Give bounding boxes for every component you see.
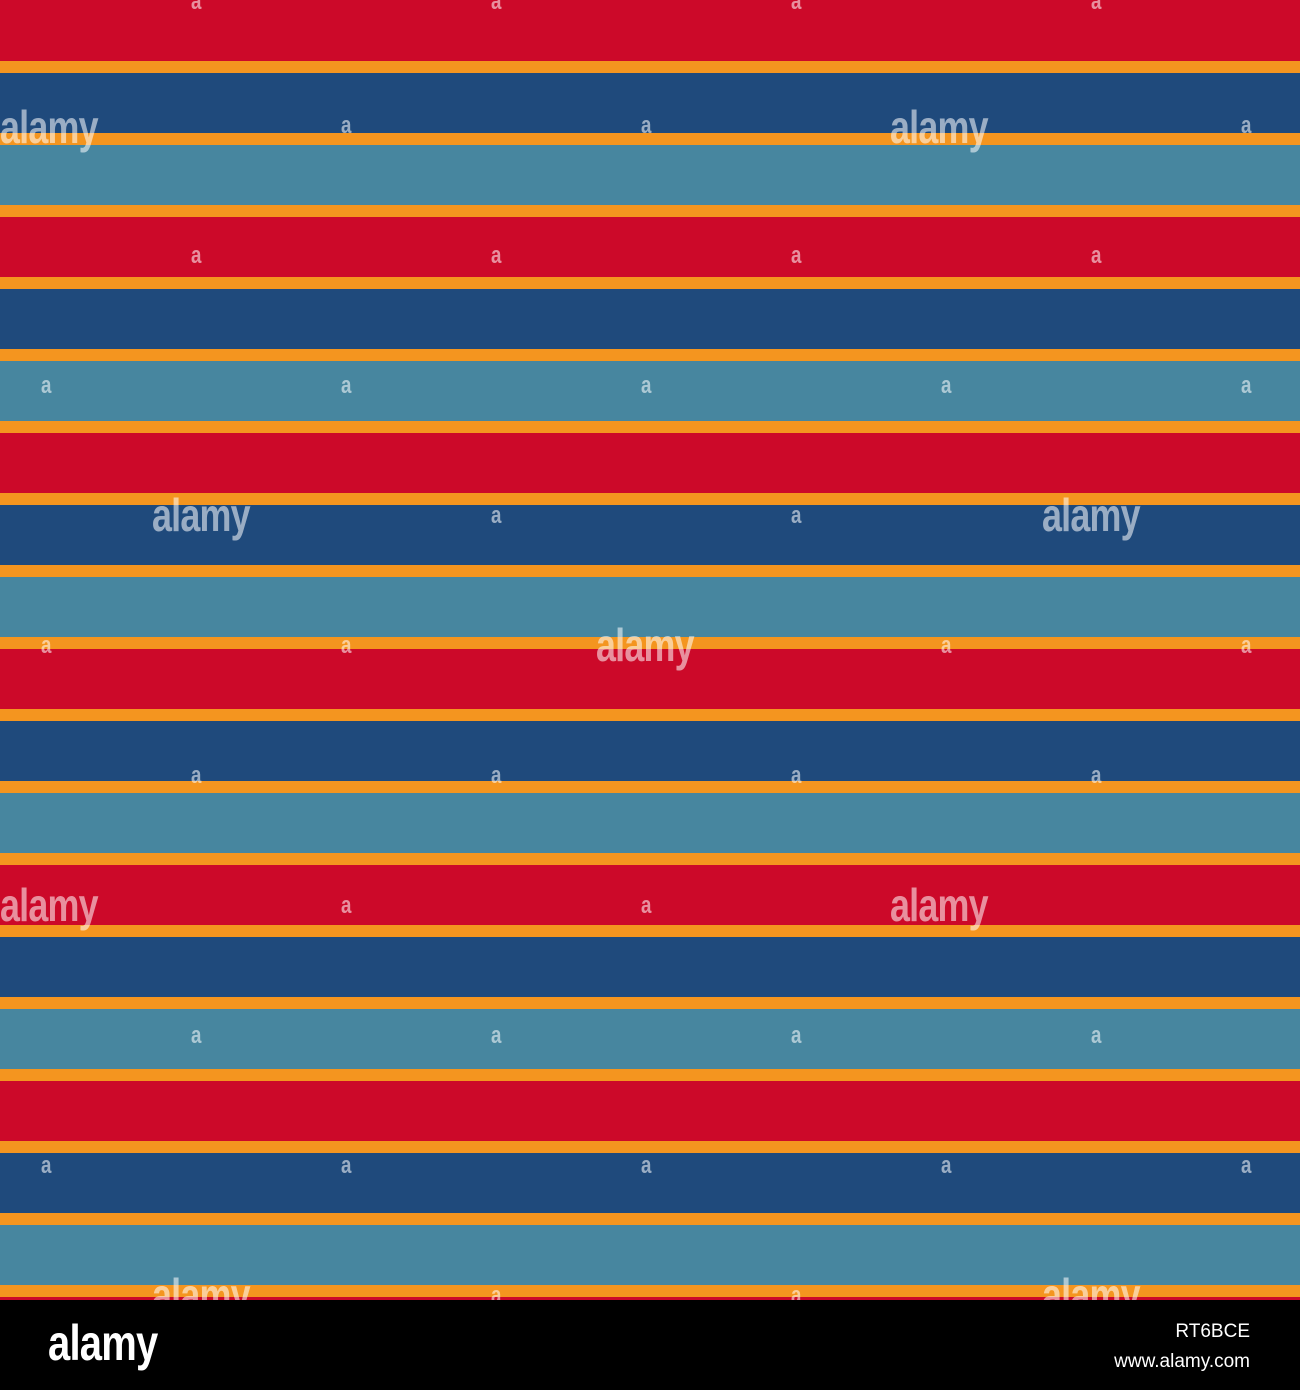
stripe-band-navy <box>0 73 1300 133</box>
stripe-band-red <box>0 865 1300 925</box>
stripe-band-navy <box>0 721 1300 781</box>
stripe-band-teal <box>0 1225 1300 1285</box>
stripe-band-teal <box>0 577 1300 637</box>
stripe-line-orange <box>0 997 1300 1009</box>
stripe-line-orange <box>0 349 1300 361</box>
stripe-line-orange <box>0 565 1300 577</box>
stripe-line-orange <box>0 421 1300 433</box>
stripe-line-orange <box>0 1141 1300 1153</box>
stripe-line-orange <box>0 277 1300 289</box>
stock-photo-footer-bar: alamy RT6BCE www.alamy.com <box>0 1300 1300 1390</box>
striped-pattern-image: alamy alamy alamy alamy alamy alamy alamy alamy… <box>0 0 1300 1300</box>
stripe-band-red <box>0 1297 1300 1300</box>
stripe-line-orange <box>0 205 1300 217</box>
stripe-line-orange <box>0 133 1300 145</box>
stripe-band-navy <box>0 937 1300 997</box>
stripe-line-orange <box>0 637 1300 649</box>
stripe-band-navy <box>0 1153 1300 1213</box>
stripe-band-teal <box>0 1009 1300 1069</box>
stripe-band-red <box>0 1081 1300 1141</box>
stripe-line-orange <box>0 1213 1300 1225</box>
stripe-band-navy <box>0 505 1300 565</box>
stripe-line-orange <box>0 493 1300 505</box>
stripe-line-orange <box>0 853 1300 865</box>
stripe-band-red <box>0 217 1300 277</box>
image-id: RT6BCE <box>1175 1321 1250 1342</box>
stripe-line-orange <box>0 1285 1300 1297</box>
stripe-band-teal <box>0 145 1300 205</box>
stripe-band-navy <box>0 289 1300 349</box>
stripe-band-red <box>0 433 1300 493</box>
stripe-band-teal <box>0 793 1300 853</box>
stripe-band-red <box>0 0 1300 61</box>
stripe-line-orange <box>0 709 1300 721</box>
stripe-band-teal <box>0 361 1300 421</box>
stripe-band-red <box>0 649 1300 709</box>
alamy-logo: alamy <box>48 1315 158 1371</box>
site-url: www.alamy.com <box>1114 1351 1250 1372</box>
stripe-line-orange <box>0 61 1300 73</box>
stripe-line-orange <box>0 781 1300 793</box>
stripe-line-orange <box>0 925 1300 937</box>
stripe-line-orange <box>0 1069 1300 1081</box>
